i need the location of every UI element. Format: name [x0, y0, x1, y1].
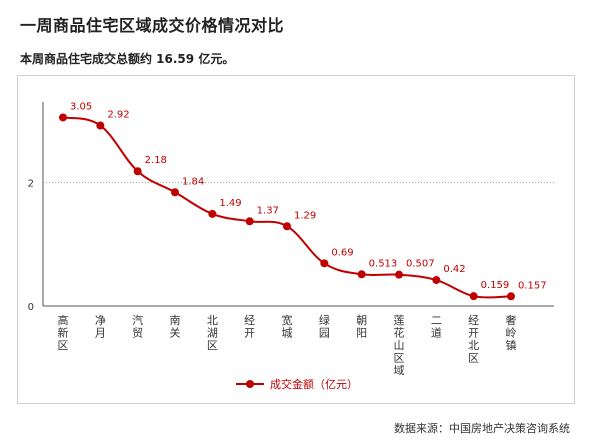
x-tick-label: 高新区	[58, 313, 69, 352]
data-label: 1.37	[257, 205, 279, 216]
data-point	[133, 167, 142, 176]
data-point	[208, 209, 217, 218]
data-point	[395, 270, 403, 279]
data-label: 1.29	[294, 210, 316, 221]
chart-grid: 02	[28, 178, 554, 313]
y-tick-label: 2	[28, 178, 34, 189]
x-tick-label: 南关	[170, 314, 181, 340]
data-point	[357, 270, 366, 279]
data-label: 0.69	[331, 247, 353, 258]
data-label: 0.507	[406, 259, 435, 270]
page-subtitle: 本周商品住宅成交总额约 16.59 亿元。	[20, 52, 235, 66]
x-tick-label: 北湖区	[207, 314, 218, 352]
data-point	[59, 113, 67, 122]
data-point	[507, 292, 515, 301]
x-tick-label: 绿园	[319, 313, 330, 340]
data-point	[96, 121, 105, 130]
series-points-layer	[59, 113, 515, 301]
x-tick-label: 奢岭镇	[506, 313, 517, 352]
data-label: 2.18	[145, 155, 167, 166]
page-title: 一周商品住宅区域成交价格情况对比	[20, 16, 285, 35]
legend-marker	[246, 380, 254, 388]
x-tick-label: 经开北区	[468, 314, 479, 365]
data-labels-layer: 3.05 2.92 2.18 1.84 1.49 1.37 1.29 0.69 0.513 0.5…	[70, 101, 547, 291]
legend-label: 成交金额（亿元）	[270, 377, 358, 391]
x-tick-label: 经开	[244, 314, 255, 340]
data-label: 0.42	[443, 264, 465, 275]
data-label: 1.84	[182, 176, 204, 187]
x-tick-label: 二道	[431, 314, 442, 340]
x-tick-label: 净月	[95, 313, 106, 340]
data-label: 1.49	[219, 198, 241, 209]
x-tick-label: 汽贸	[132, 313, 143, 340]
data-point	[171, 188, 179, 197]
data-point	[432, 276, 441, 285]
data-label: 0.157	[518, 280, 547, 291]
data-point	[283, 222, 291, 231]
y-tick-label: 0	[28, 302, 34, 313]
line-chart: 02 3.052.922.181.841.491.37 1.290.690.513…	[28, 101, 554, 391]
data-label: 3.05	[70, 101, 92, 112]
data-label: 2.92	[107, 109, 129, 120]
data-point	[469, 292, 478, 301]
data-point	[320, 259, 329, 268]
chart-legend: 成交金额（亿元）	[236, 377, 358, 391]
data-label: 0.513	[369, 258, 398, 269]
x-tick-label: 莲花山区域	[394, 314, 405, 377]
x-tick-label: 朝阳	[356, 314, 367, 340]
data-source-note: 数据来源：中国房地产决策咨询系统	[394, 422, 570, 435]
data-label: 0.159	[481, 280, 510, 291]
x-tick-label: 宽城	[282, 313, 293, 340]
chart-axes	[42, 102, 554, 307]
data-point	[245, 217, 254, 226]
